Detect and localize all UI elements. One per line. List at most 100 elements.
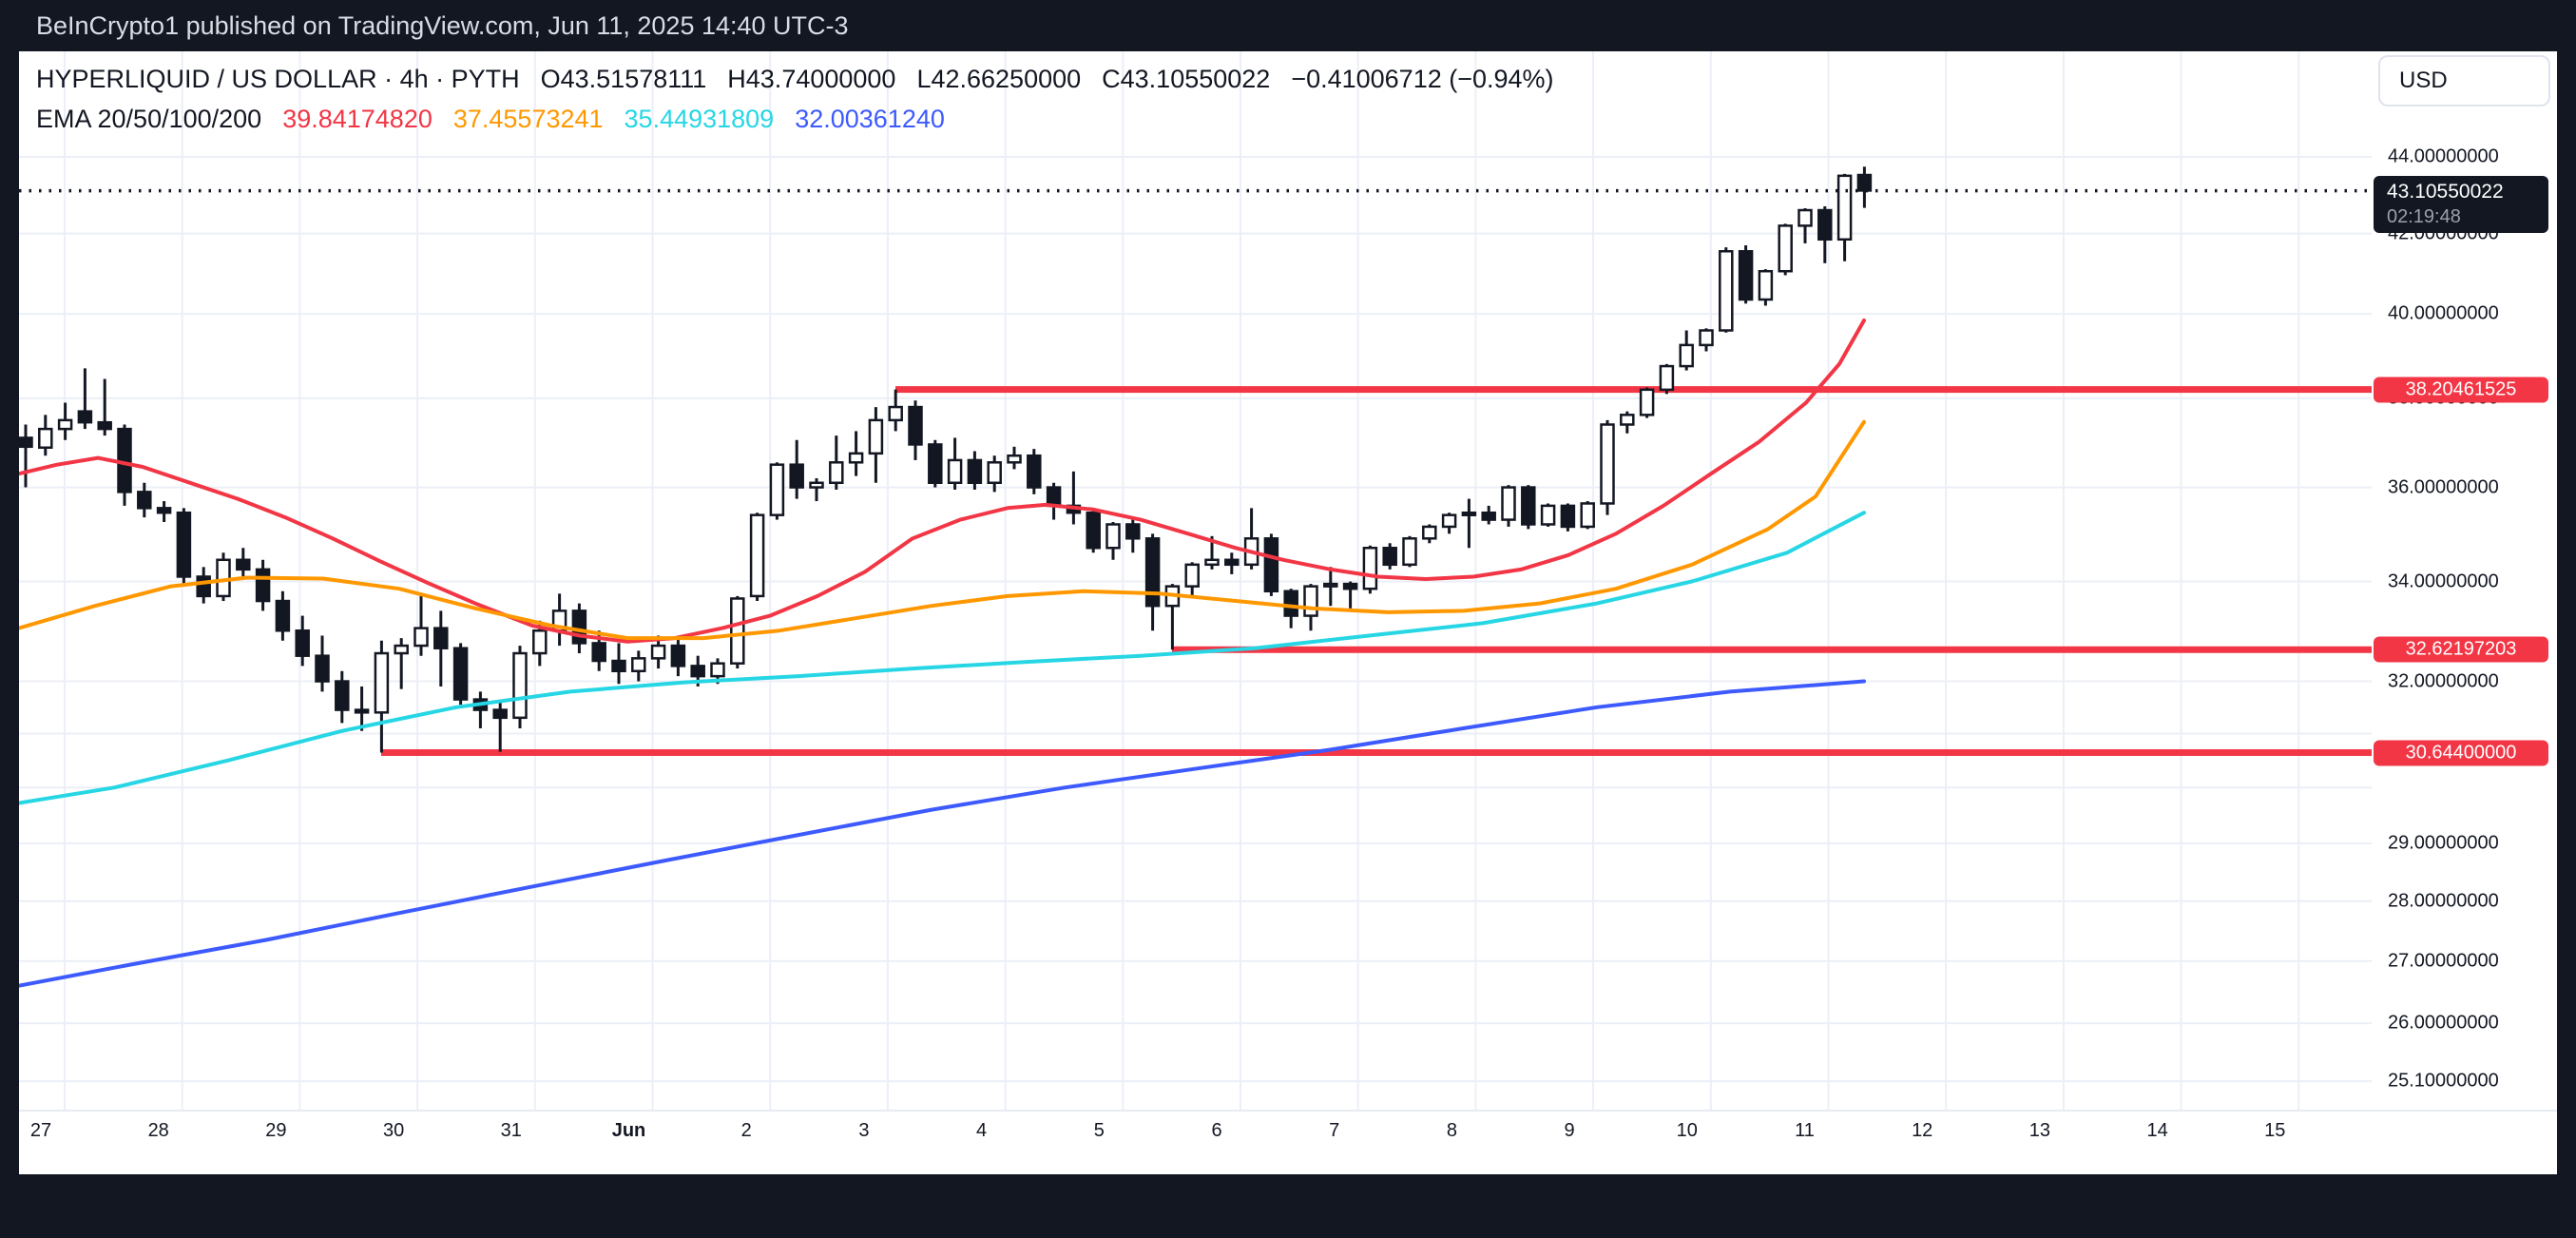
candle-up[interactable] xyxy=(1323,582,1338,588)
candle-down[interactable] xyxy=(1046,486,1062,508)
candle-up[interactable] xyxy=(809,481,824,489)
candle-up[interactable] xyxy=(1501,486,1516,521)
candle-up[interactable] xyxy=(1778,224,1793,273)
candle-down[interactable] xyxy=(452,647,469,701)
candle-down[interactable] xyxy=(1125,523,1141,540)
candle-up[interactable] xyxy=(1699,329,1714,347)
ema-line-200[interactable] xyxy=(19,679,1866,988)
candle-down[interactable] xyxy=(611,659,626,672)
candle-up[interactable] xyxy=(848,452,864,464)
ema-line-20[interactable] xyxy=(19,319,1866,644)
ema-label[interactable]: EMA 20/50/100/200 xyxy=(36,105,262,133)
candle-up[interactable] xyxy=(631,657,646,672)
candle-up[interactable] xyxy=(1540,504,1556,526)
candle-down[interactable] xyxy=(433,627,449,649)
candle-up[interactable] xyxy=(1797,208,1813,227)
candle-up[interactable] xyxy=(710,662,725,678)
candle-down[interactable] xyxy=(1263,537,1279,593)
candle-down[interactable] xyxy=(1283,590,1298,617)
candle-down[interactable] xyxy=(1342,582,1358,590)
candle-up[interactable] xyxy=(1422,525,1437,540)
candle-up[interactable] xyxy=(38,427,53,449)
candle-down[interactable] xyxy=(97,420,112,431)
candle-down[interactable] xyxy=(295,629,310,657)
ema-line-100[interactable] xyxy=(19,511,1866,805)
candle-up[interactable] xyxy=(829,461,844,485)
candle-down[interactable] xyxy=(1481,511,1496,521)
candle-down[interactable] xyxy=(19,436,33,449)
candle-up[interactable] xyxy=(888,405,903,422)
candle-up[interactable] xyxy=(1758,269,1774,301)
candle-up[interactable] xyxy=(1600,423,1615,505)
candle-down[interactable] xyxy=(335,680,350,711)
candle-down[interactable] xyxy=(1086,511,1101,550)
candle-up[interactable] xyxy=(1362,547,1378,590)
candle-up[interactable] xyxy=(1580,502,1595,529)
candle-down[interactable] xyxy=(1224,558,1240,567)
currency-toggle-button[interactable]: USD xyxy=(2378,55,2550,106)
candle-down[interactable] xyxy=(77,410,93,424)
candle-down[interactable] xyxy=(275,599,291,632)
candle-up[interactable] xyxy=(1007,454,1022,464)
candle-up[interactable] xyxy=(532,629,548,655)
candle-down[interactable] xyxy=(1382,547,1397,567)
ema-line-50[interactable] xyxy=(19,419,1866,641)
candle-up[interactable] xyxy=(1105,523,1121,550)
symbol-title[interactable]: HYPERLIQUID / US DOLLAR · 4h · PYTH xyxy=(36,65,520,93)
candle-up[interactable] xyxy=(947,458,963,485)
candle-up[interactable] xyxy=(1679,343,1694,368)
candle-down[interactable] xyxy=(591,642,606,663)
candle-up[interactable] xyxy=(987,461,1002,485)
candle-down[interactable] xyxy=(1521,486,1536,526)
candle-up[interactable] xyxy=(769,463,785,516)
candle-down[interactable] xyxy=(1738,250,1754,301)
time-axis-label: 11 xyxy=(1795,1120,1815,1141)
candle-up[interactable] xyxy=(394,644,409,655)
ema-row: EMA 20/50/100/200 39.84174820 37.45573241 3… xyxy=(36,99,1575,139)
candle-down[interactable] xyxy=(967,458,983,485)
price-axis-label: 44.00000000 xyxy=(2388,145,2499,167)
price-axis-label: 32.00000000 xyxy=(2388,670,2499,692)
candle-up[interactable] xyxy=(1303,585,1318,617)
candle-down[interactable] xyxy=(196,575,211,598)
candle-down[interactable] xyxy=(928,443,943,485)
candle-up[interactable] xyxy=(1204,558,1220,567)
candle-down[interactable] xyxy=(690,665,705,678)
candle-down[interactable] xyxy=(670,644,686,667)
candle-down[interactable] xyxy=(156,507,172,514)
candle-up[interactable] xyxy=(1441,513,1457,529)
candle-down[interactable] xyxy=(571,609,587,645)
candle-up[interactable] xyxy=(374,651,390,714)
candle-up[interactable] xyxy=(749,513,765,598)
candle-up[interactable] xyxy=(1461,511,1477,516)
candle-down[interactable] xyxy=(1856,173,1873,192)
candle-up[interactable] xyxy=(868,418,884,455)
candle-down[interactable] xyxy=(908,405,923,446)
candle-up[interactable] xyxy=(413,627,429,648)
candle-down[interactable] xyxy=(1027,454,1042,489)
candle-down[interactable] xyxy=(255,568,271,603)
candle-down[interactable] xyxy=(1817,208,1833,242)
ray-price-badge: 38.20461525 xyxy=(2374,377,2548,403)
candle-up[interactable] xyxy=(1639,388,1655,416)
candle-down[interactable] xyxy=(789,463,804,489)
candle-up[interactable] xyxy=(1719,250,1734,332)
candle-up[interactable] xyxy=(1402,537,1417,567)
candle-down[interactable] xyxy=(315,654,330,683)
candle-up[interactable] xyxy=(1836,174,1853,242)
candle-down[interactable] xyxy=(1560,504,1576,529)
candlestick-chart[interactable] xyxy=(19,51,2557,1174)
candle-down[interactable] xyxy=(492,708,508,720)
candle-up[interactable] xyxy=(1184,563,1200,588)
candle-up[interactable] xyxy=(1659,364,1675,392)
candle-down[interactable] xyxy=(137,491,152,510)
candle-down[interactable] xyxy=(1144,537,1161,608)
candle-up[interactable] xyxy=(1620,414,1635,426)
candle-up[interactable] xyxy=(730,597,745,665)
candle-up[interactable] xyxy=(57,418,73,431)
candle-down[interactable] xyxy=(354,708,370,714)
candle-up[interactable] xyxy=(650,644,666,660)
candle-up[interactable] xyxy=(512,651,528,720)
candle-down[interactable] xyxy=(176,511,192,578)
candle-down[interactable] xyxy=(236,558,251,571)
